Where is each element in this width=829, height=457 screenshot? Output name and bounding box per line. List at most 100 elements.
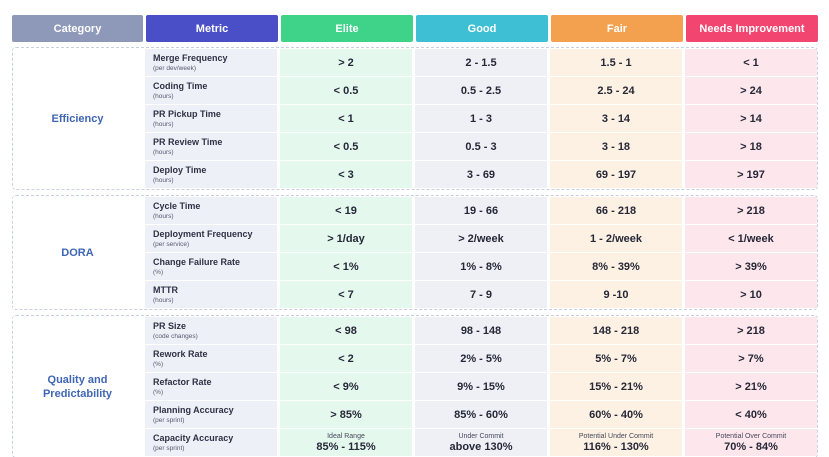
needs-improvement-cell: > 39% — [685, 253, 817, 280]
metric-name: PR Review Time — [153, 137, 223, 147]
metric-unit: (hours) — [153, 93, 174, 100]
header-elite: Elite — [281, 15, 413, 42]
needs-improvement-cell: < 1/week — [685, 225, 817, 252]
fair-cell: 15% - 21% — [550, 373, 682, 400]
metric-unit: (code changes) — [153, 333, 198, 340]
group-quality-predictability: Quality and Predictability PR Size (code … — [12, 315, 818, 457]
category-label: DORA — [13, 197, 142, 308]
elite-note: Ideal Range — [327, 432, 365, 440]
metric-name: Cycle Time — [153, 201, 201, 211]
elite-cell: > 85% — [280, 401, 412, 428]
group-rows: PR Size (code changes) < 98 98 - 148 148 … — [145, 317, 817, 456]
metric-name: Planning Accuracy — [153, 405, 234, 415]
fair-cell: 5% - 7% — [550, 345, 682, 372]
group-dora: DORA Cycle Time (hours) < 19 19 - 66 66 -… — [12, 195, 818, 310]
table-row: PR Pickup Time (hours) < 1 1 - 3 3 - 14 >… — [145, 105, 817, 132]
group-efficiency: Efficiency Merge Frequency (per dev/week)… — [12, 47, 818, 190]
elite-cell: < 7 — [280, 281, 412, 308]
good-cell: > 2/week — [415, 225, 547, 252]
table-row: Coding Time (hours) < 0.5 0.5 - 2.5 2.5 -… — [145, 77, 817, 104]
metric-cell: Refactor Rate (%) — [145, 373, 277, 400]
table-row: Rework Rate (%) < 2 2% - 5% 5% - 7% > 7% — [145, 345, 817, 372]
metric-name: MTTR — [153, 285, 178, 295]
good-cell: 85% - 60% — [415, 401, 547, 428]
needs-value: 70% - 84% — [724, 440, 778, 453]
header-fair: Fair — [551, 15, 683, 42]
metric-cell: PR Size (code changes) — [145, 317, 277, 344]
metric-name: Refactor Rate — [153, 377, 212, 387]
metric-unit: (hours) — [153, 121, 174, 128]
good-cell: 2 - 1.5 — [415, 49, 547, 76]
needs-improvement-cell: > 24 — [685, 77, 817, 104]
needs-improvement-cell: > 21% — [685, 373, 817, 400]
metric-cell: Rework Rate (%) — [145, 345, 277, 372]
elite-cell: < 19 — [280, 197, 412, 224]
fair-cell: 1 - 2/week — [550, 225, 682, 252]
metric-cell: Planning Accuracy (per sprint) — [145, 401, 277, 428]
good-cell: 7 - 9 — [415, 281, 547, 308]
fair-cell: 69 - 197 — [550, 161, 682, 188]
metric-unit: (per dev/week) — [153, 65, 196, 72]
metric-cell: Deploy Time (hours) — [145, 161, 277, 188]
metric-name: PR Pickup Time — [153, 109, 221, 119]
header-metric: Metric — [146, 15, 278, 42]
table-row: Refactor Rate (%) < 9% 9% - 15% 15% - 21%… — [145, 373, 817, 400]
metric-name: PR Size — [153, 321, 187, 331]
good-cell: 19 - 66 — [415, 197, 547, 224]
table-row: MTTR (hours) < 7 7 - 9 9 -10 > 10 — [145, 281, 817, 308]
metric-cell: Deployment Frequency (per service) — [145, 225, 277, 252]
table-row: PR Size (code changes) < 98 98 - 148 148 … — [145, 317, 817, 344]
good-cell: 1% - 8% — [415, 253, 547, 280]
metric-cell: PR Pickup Time (hours) — [145, 105, 277, 132]
metric-unit: (%) — [153, 361, 164, 368]
metric-name: Coding Time — [153, 81, 208, 91]
metric-cell: Merge Frequency (per dev/week) — [145, 49, 277, 76]
header-good: Good — [416, 15, 548, 42]
fair-cell: Potential Under Commit 116% - 130% — [550, 429, 682, 456]
good-cell: 1 - 3 — [415, 105, 547, 132]
needs-improvement-cell: < 40% — [685, 401, 817, 428]
good-cell: 0.5 - 2.5 — [415, 77, 547, 104]
table-row: Deployment Frequency (per service) > 1/da… — [145, 225, 817, 252]
elite-cell: Ideal Range 85% - 115% — [280, 429, 412, 456]
needs-improvement-cell: < 1 — [685, 49, 817, 76]
metric-unit: (%) — [153, 389, 164, 396]
good-cell: 0.5 - 3 — [415, 133, 547, 160]
elite-cell: < 1% — [280, 253, 412, 280]
table-row: Change Failure Rate (%) < 1% 1% - 8% 8% -… — [145, 253, 817, 280]
good-cell: 3 - 69 — [415, 161, 547, 188]
fair-cell: 8% - 39% — [550, 253, 682, 280]
metric-unit: (hours) — [153, 149, 174, 156]
good-value: above 130% — [449, 440, 513, 453]
elite-cell: < 1 — [280, 105, 412, 132]
needs-improvement-cell: > 218 — [685, 317, 817, 344]
elite-cell: < 98 — [280, 317, 412, 344]
metric-cell: PR Review Time (hours) — [145, 133, 277, 160]
good-note: Under Commit — [458, 432, 504, 440]
needs-improvement-cell: > 218 — [685, 197, 817, 224]
needs-improvement-cell: > 14 — [685, 105, 817, 132]
category-label-line1: Quality and — [47, 373, 108, 386]
good-cell: 2% - 5% — [415, 345, 547, 372]
table-row: Merge Frequency (per dev/week) > 2 2 - 1.… — [145, 49, 817, 76]
group-rows: Cycle Time (hours) < 19 19 - 66 66 - 218 … — [145, 197, 817, 308]
benchmarks-table: Category Metric Elite Good Fair Needs Im… — [12, 15, 818, 457]
good-cell: 98 - 148 — [415, 317, 547, 344]
metric-unit: (per sprint) — [153, 417, 185, 424]
fair-cell: 9 -10 — [550, 281, 682, 308]
metric-unit: (hours) — [153, 177, 174, 184]
fair-cell: 66 - 218 — [550, 197, 682, 224]
metric-cell: Change Failure Rate (%) — [145, 253, 277, 280]
metric-name: Merge Frequency — [153, 53, 228, 63]
good-cell: 9% - 15% — [415, 373, 547, 400]
table-row: Deploy Time (hours) < 3 3 - 69 69 - 197 >… — [145, 161, 817, 188]
metric-name: Deployment Frequency — [153, 229, 253, 239]
good-cell: Under Commit above 130% — [415, 429, 547, 456]
needs-improvement-cell: > 10 — [685, 281, 817, 308]
needs-improvement-cell: Potential Over Commit 70% - 84% — [685, 429, 817, 456]
fair-cell: 1.5 - 1 — [550, 49, 682, 76]
elite-cell: > 1/day — [280, 225, 412, 252]
elite-cell: < 0.5 — [280, 133, 412, 160]
category-label-line2: Predictability — [42, 387, 113, 400]
needs-improvement-cell: > 18 — [685, 133, 817, 160]
